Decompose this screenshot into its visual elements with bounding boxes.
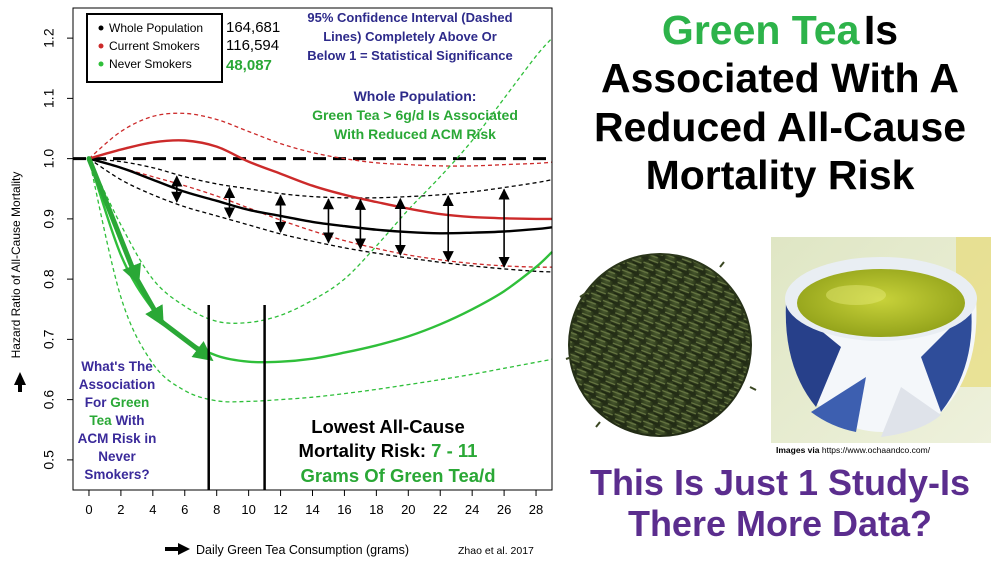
never-smokers-question-line: For Green (85, 395, 150, 410)
y-tick-label: 1.1 (41, 88, 57, 108)
y-tick-label: 0.5 (41, 450, 57, 470)
legend-label: Current Smokers (109, 39, 200, 53)
whole-pop-note-line: With Reduced ACM Risk (334, 126, 496, 142)
x-tick-label: 8 (213, 502, 220, 517)
x-axis-label: Daily Green Tea Consumption (grams) (196, 543, 409, 557)
current-smokers-ci-lower (88, 157, 553, 268)
whole-population-ci-lower (88, 158, 553, 273)
lowest-risk-range: 7 - 11 (431, 440, 477, 461)
legend-count: 48,087 (226, 57, 272, 74)
y-tick-label: 1.0 (41, 149, 57, 169)
never-smokers-ci-lower (88, 158, 553, 403)
ci-note-line: Lines) Completely Above Or (323, 29, 497, 44)
green-trend-arrow (158, 318, 214, 362)
x-axis-arrow-icon (178, 543, 190, 555)
cup-of-green-tea-image (771, 237, 991, 443)
image-credit: Images via https://www.ochaandco.com/ (776, 445, 931, 455)
current-smokers-ci-upper (88, 112, 553, 167)
current-smokers-line (88, 139, 553, 221)
x-tick-label: 2 (117, 502, 124, 517)
green-trend-arrow (134, 276, 164, 327)
lowest-risk-line: Lowest All-Cause (311, 416, 465, 437)
x-tick-label: 10 (241, 502, 255, 517)
never-smokers-question-line: Tea With (89, 413, 144, 428)
legend-label: Whole Population (109, 21, 203, 35)
x-tick-label: 0 (85, 502, 92, 517)
legend-box (86, 13, 223, 83)
y-tick-label: 0.6 (41, 390, 57, 410)
hazard-ratio-chart: 0.50.60.70.80.91.01.11.20 2 4 6 8 10 12 14 16 18 2… (9, 7, 553, 557)
y-tick-label: 0.9 (41, 209, 57, 229)
x-tick-label: 18 (369, 502, 383, 517)
legend: Whole Population 164,681 Current Smokers 11… (86, 13, 280, 83)
whole-pop-note-line: Whole Population: (354, 88, 477, 104)
y-axis-arrow-icon (14, 372, 26, 385)
legend-marker (98, 43, 104, 49)
lowest-risk-line: Mortality Risk: 7 - 11 (299, 440, 478, 461)
never-smokers-question-line: Association (79, 377, 156, 392)
x-tick-label: 22 (433, 502, 447, 517)
never-smokers-question-line: ACM Risk in (78, 431, 157, 446)
x-tick-label: 24 (465, 502, 479, 517)
legend-marker (98, 25, 104, 31)
y-tick-label: 1.2 (41, 28, 57, 48)
image-credit-url: https://www.ochaandco.com/ (821, 445, 931, 455)
legend-count: 116,594 (226, 37, 279, 54)
ci-note-line: Below 1 = Statistical Significance (307, 48, 513, 63)
legend-marker (98, 61, 104, 67)
x-tick-label: 20 (401, 502, 415, 517)
more-data-question: This Is Just 1 Study-Is There More Data? (589, 462, 971, 545)
slide-title: Green Tea Is Associated With A Reduced A… (565, 6, 995, 200)
never-smokers-ci-upper (88, 37, 553, 324)
x-tick-label: 12 (273, 502, 287, 517)
loose-leaf-green-tea-image (560, 237, 765, 452)
x-tick-label: 4 (149, 502, 156, 517)
title-green-tea: Green Tea (661, 7, 860, 53)
never-smokers-question-line: Never (98, 449, 136, 464)
x-tick-label: 14 (305, 502, 319, 517)
x-tick-label: 16 (337, 502, 351, 517)
y-tick-label: 0.7 (41, 329, 57, 349)
lowest-risk-line: Grams Of Green Tea/d (301, 465, 496, 486)
title-rest: Is Associated With A Reduced All-Cause M… (593, 7, 967, 199)
citation: Zhao et al. 2017 (458, 545, 534, 557)
never-smokers-question-line: Smokers? (84, 467, 149, 482)
ci-note-line: 95% Confidence Interval (Dashed (307, 10, 512, 25)
y-tick-label: 0.8 (41, 269, 57, 289)
x-tick-label: 28 (529, 502, 543, 517)
green-trend-arrow (86, 156, 141, 285)
y-axis-label: Hazard Ratio of All-Cause Mortality (9, 172, 23, 359)
legend-count: 164,681 (226, 19, 280, 36)
whole-pop-note-line: Green Tea > 6g/d Is Associated (312, 107, 518, 123)
x-tick-label: 6 (181, 502, 188, 517)
legend-label: Never Smokers (109, 57, 192, 71)
green-word: Green (110, 395, 149, 410)
x-tick-label: 26 (497, 502, 511, 517)
never-smokers-question-line: What's The (81, 359, 153, 374)
